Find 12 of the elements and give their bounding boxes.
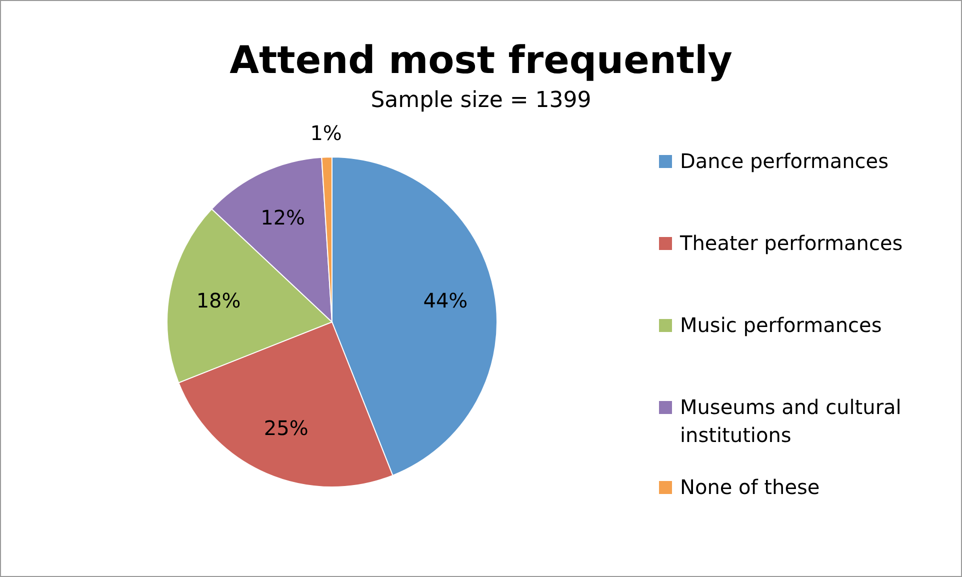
- data-label: 25%: [264, 416, 308, 440]
- data-label: 44%: [423, 288, 468, 312]
- data-label: 18%: [196, 288, 241, 312]
- data-label: 12%: [260, 205, 306, 230]
- legend-label: Museums and cultural institutions: [680, 394, 902, 449]
- data-label: 1%: [310, 121, 342, 146]
- legend-label: None of these: [680, 474, 820, 501]
- chart-title: Attend most frequently: [228, 37, 734, 83]
- legend-label: Music performances: [680, 312, 882, 339]
- chart-subtitle: Sample size = 1399: [370, 87, 592, 115]
- legend-label: Theater performances: [680, 230, 903, 257]
- legend-label: Dance performances: [680, 148, 888, 175]
